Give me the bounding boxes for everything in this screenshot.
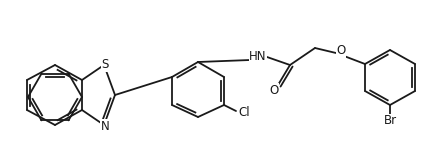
- Text: Cl: Cl: [238, 106, 250, 120]
- Text: Br: Br: [384, 115, 396, 128]
- Text: N: N: [101, 120, 109, 133]
- Text: HN: HN: [249, 51, 267, 64]
- Text: S: S: [101, 58, 109, 71]
- Text: O: O: [336, 44, 346, 58]
- Text: O: O: [269, 84, 279, 97]
